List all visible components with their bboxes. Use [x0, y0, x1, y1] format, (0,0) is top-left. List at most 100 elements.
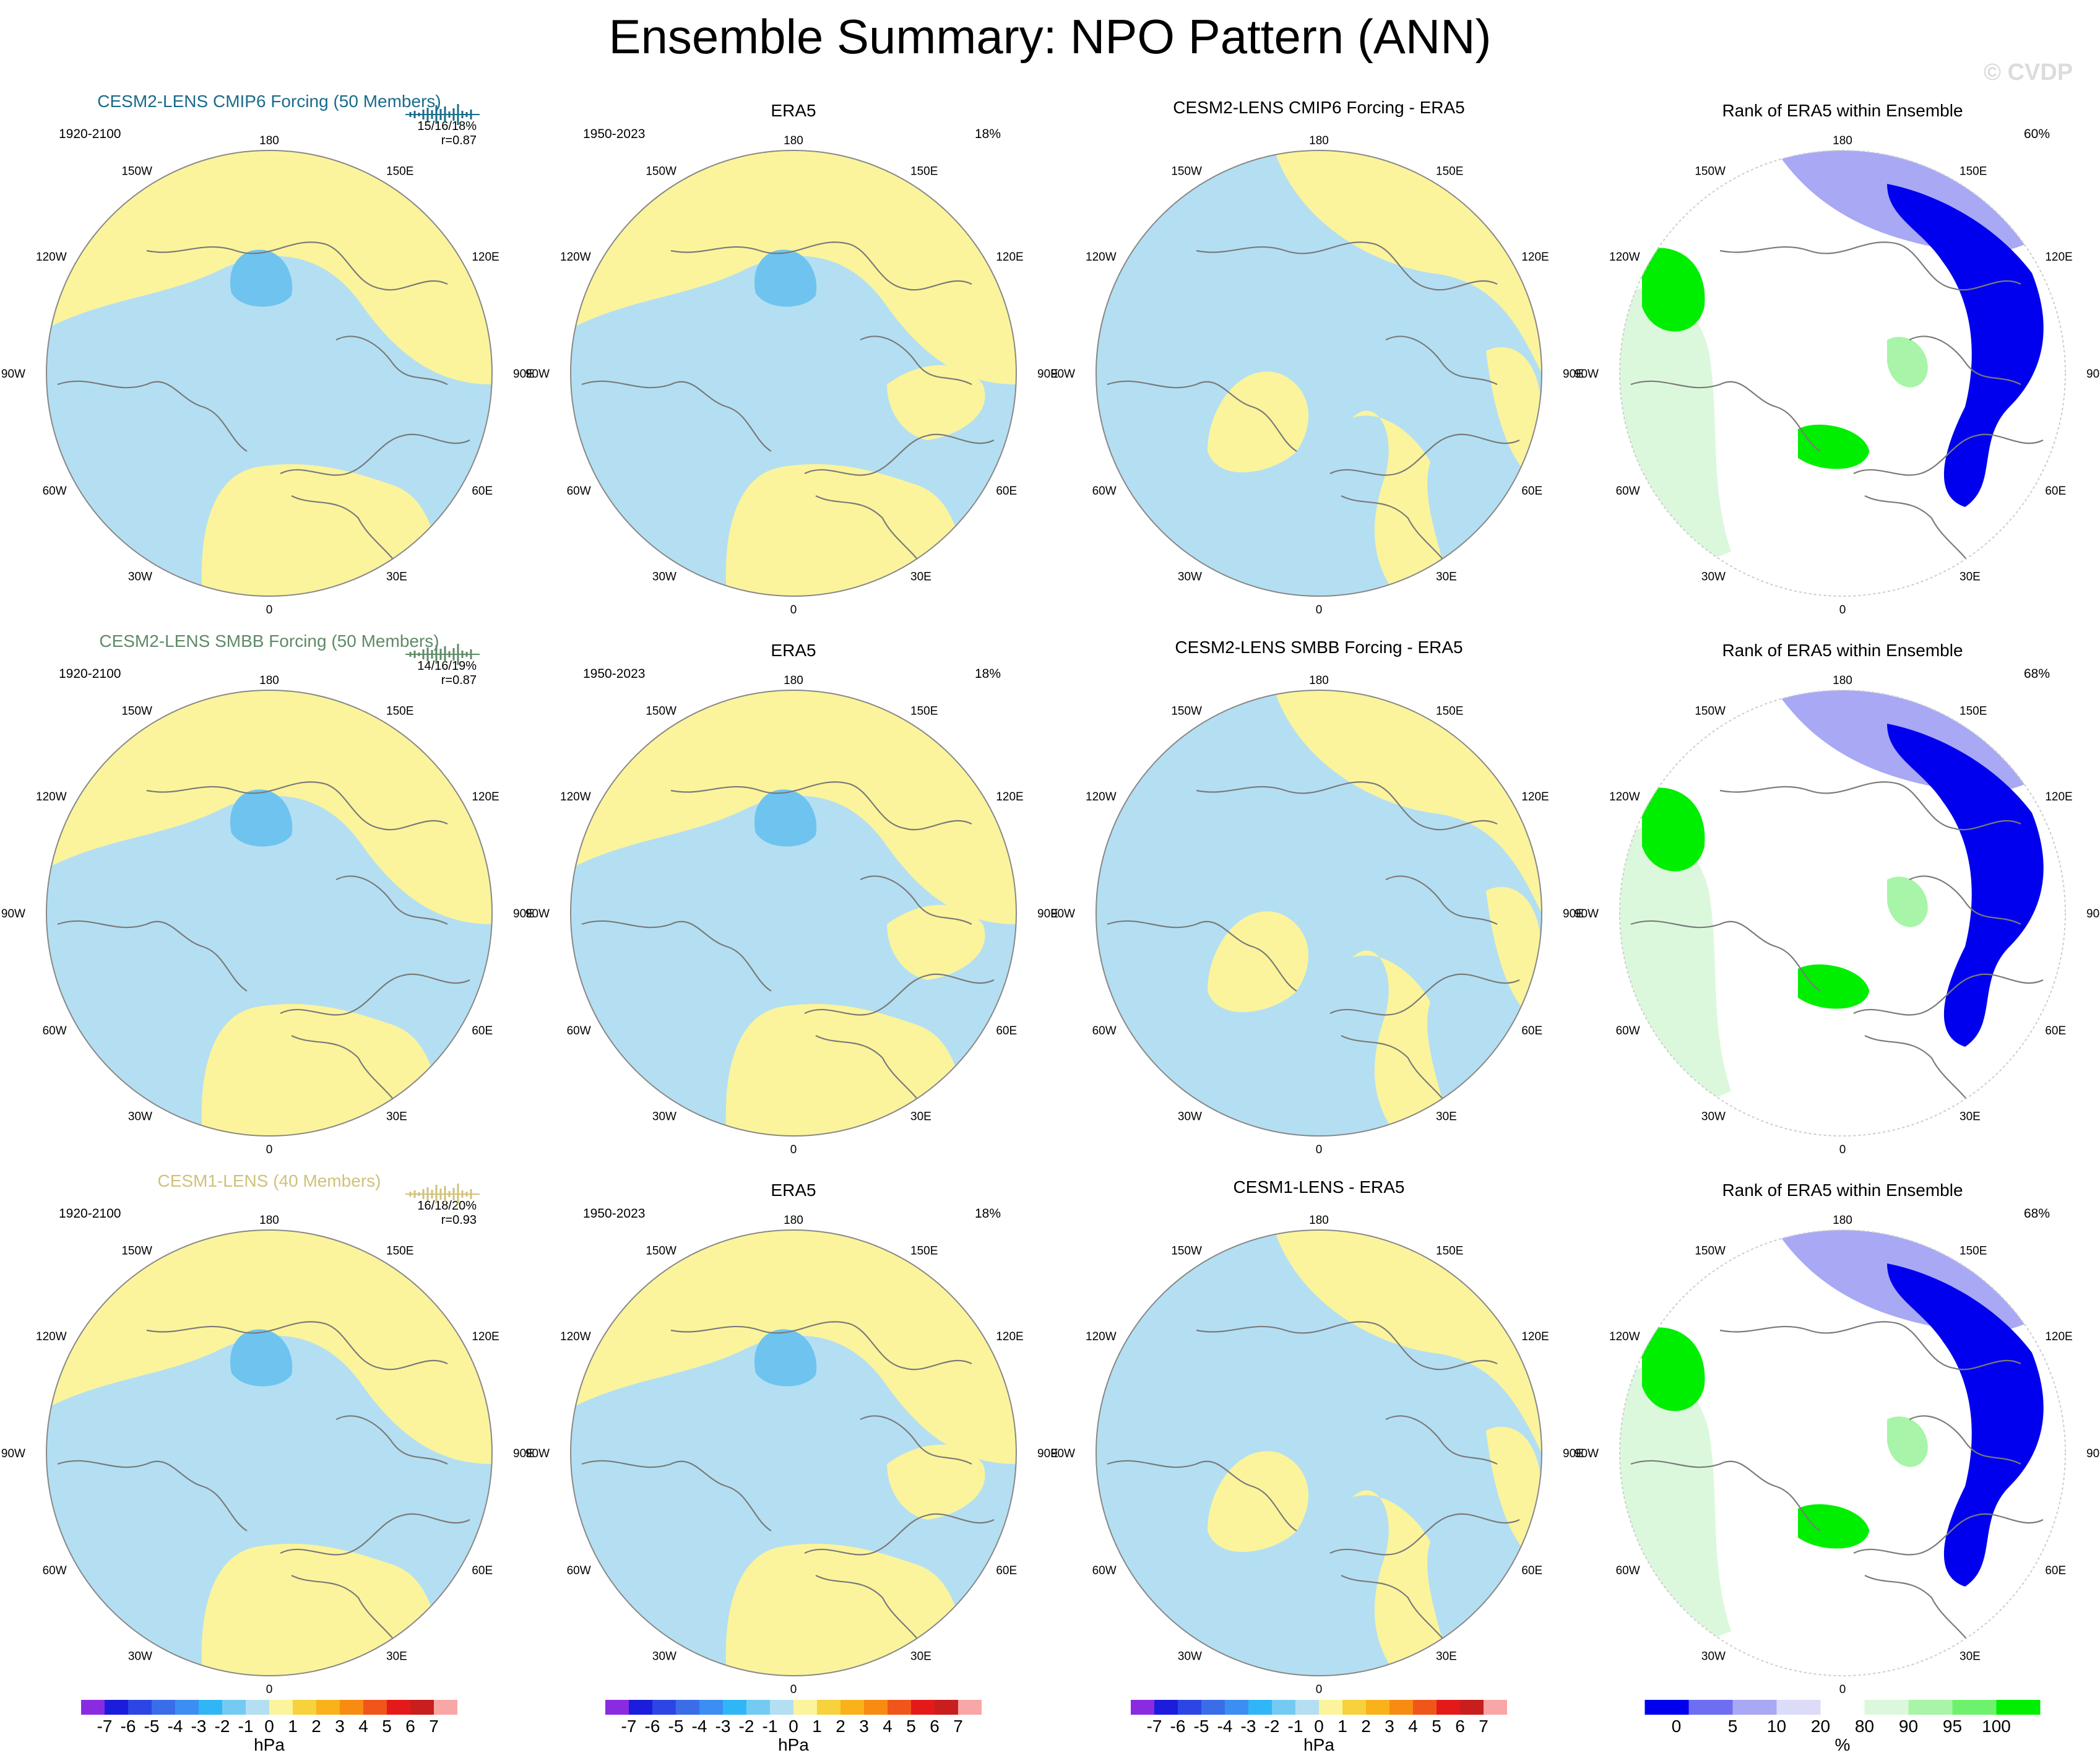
colorbar-swatch	[817, 1700, 840, 1715]
colorbar-tick-label: 2	[311, 1717, 321, 1736]
coastline	[670, 1321, 972, 1371]
map-boundary	[1095, 690, 1542, 1137]
lon-label-60E: 60E	[996, 1024, 1017, 1037]
lon-label-60E: 60E	[2045, 1024, 2066, 1037]
lon-label-60E: 60E	[2045, 485, 2066, 498]
coastline	[670, 781, 972, 831]
coastline	[860, 875, 972, 925]
lon-label-60W: 60W	[567, 1024, 591, 1037]
period-label: 1920-2100	[59, 667, 121, 681]
lon-label-120E: 120E	[1521, 791, 1549, 804]
lon-label-150E: 150E	[910, 1245, 938, 1258]
panel-title-diff: CESM1-LENS - ERA5	[1234, 1177, 1405, 1197]
colorbar-swatch	[81, 1700, 105, 1715]
colorbar-tick-label: -2	[215, 1717, 230, 1736]
positive-region	[1352, 950, 1453, 1136]
coastline	[804, 973, 995, 1016]
colorbar-tick-label: 100	[1982, 1717, 2011, 1736]
colorbar-swatch	[723, 1700, 746, 1715]
colorbar-swatch	[1225, 1700, 1248, 1715]
coastline	[335, 875, 448, 925]
lon-label-120W: 120W	[36, 1330, 67, 1343]
coastline	[291, 495, 404, 574]
lon-label-30E: 30E	[1960, 1110, 1981, 1123]
period-label: 1950-2023	[583, 127, 645, 141]
lon-label-60E: 60E	[1521, 485, 1542, 498]
panel-title-obs: ERA5	[771, 101, 816, 120]
colorbar-tick-label: 6	[930, 1717, 940, 1736]
coastline	[1909, 336, 2021, 385]
member-histogram	[405, 1184, 480, 1205]
colorbar-swatch	[746, 1700, 770, 1715]
colorbar-swatch	[676, 1700, 699, 1715]
coastline	[1329, 973, 1520, 1016]
colorbar-tick-label: -4	[692, 1717, 707, 1736]
negative-core	[230, 249, 293, 307]
colorbar-swatch	[1864, 1700, 1909, 1715]
lon-label-60E: 60E	[996, 1564, 1017, 1577]
lon-label-90W: 90W	[1051, 907, 1075, 920]
positive-region	[571, 150, 1016, 384]
lon-label-bottom: 0	[1316, 1143, 1323, 1156]
coastline	[581, 380, 772, 452]
lon-label-150W: 150W	[1695, 165, 1726, 178]
lon-label-120W: 120W	[560, 791, 591, 804]
polar-map: 180 0 150E 150W 120E 120W 90E 90W 60E 60W 30E 30W	[1051, 674, 1584, 1156]
lon-label-150E: 150E	[1436, 165, 1463, 178]
pattern-correlation: r=0.87	[441, 674, 477, 687]
coastline	[1107, 380, 1297, 452]
coastline	[280, 973, 470, 1016]
colorbar-tick-label: 7	[953, 1717, 963, 1736]
coastline	[1385, 336, 1498, 385]
lon-label-30W: 30W	[1178, 1650, 1202, 1663]
positive-region	[1352, 1490, 1453, 1676]
coastline	[335, 1415, 448, 1465]
positive-region	[46, 150, 492, 384]
lon-label-150W: 150W	[646, 1245, 676, 1258]
colorbar-swatch	[410, 1700, 434, 1715]
lon-label-top: 180	[259, 1214, 279, 1227]
lon-label-top: 180	[784, 1214, 803, 1227]
colorbar-swatch	[935, 1700, 958, 1715]
lon-label-30E: 30E	[1436, 1650, 1457, 1663]
positive-region	[571, 1230, 1016, 1464]
lon-label-30W: 30W	[1178, 570, 1202, 583]
lon-label-60W: 60W	[1616, 1564, 1640, 1577]
lon-label-150W: 150W	[646, 165, 676, 178]
polar-map: 180 0 150E 150W 120E 120W 90E 90W 60E 60W 30E 30W	[525, 1214, 1058, 1696]
map-boundary	[1095, 150, 1542, 597]
colorbar-tick-label: -5	[1194, 1717, 1209, 1736]
map-field	[1096, 690, 1542, 1136]
colorbar-swatch	[1366, 1700, 1389, 1715]
colorbar-unit: hPa	[778, 1735, 809, 1754]
coastline	[57, 1460, 248, 1531]
colorbar-tick-label: 6	[405, 1717, 415, 1736]
rank-region	[1887, 1416, 1928, 1467]
coastline	[1864, 1575, 1977, 1654]
lon-label-60E: 60E	[472, 1024, 493, 1037]
lon-label-top: 180	[784, 134, 803, 147]
colorbar-tick-label: -4	[168, 1717, 183, 1736]
colorbar-tick-label: -1	[238, 1717, 254, 1736]
negative-core	[754, 1329, 817, 1387]
colorbar-unit: hPa	[1303, 1735, 1334, 1754]
lon-label-150E: 150E	[910, 705, 938, 718]
hpa-colorbar: -7 -6 -5 -4 -3 -2 -1 0 1 2 3 4 5 6 7 hPa	[1131, 1700, 1507, 1754]
lon-label-90W: 90W	[525, 1447, 550, 1460]
lon-label-60E: 60E	[1521, 1564, 1542, 1577]
lon-label-90W: 90W	[1, 907, 25, 920]
coastline	[581, 1460, 772, 1531]
lon-label-150E: 150E	[1436, 1245, 1463, 1258]
coastline	[860, 1415, 972, 1465]
coastline	[1853, 433, 2044, 476]
coastline	[1329, 433, 1520, 476]
coastline	[1107, 1460, 1297, 1531]
lon-label-top: 180	[1309, 674, 1329, 687]
lon-label-bottom: 0	[266, 604, 273, 617]
lon-label-120E: 120E	[996, 1330, 1023, 1343]
rank-percent: 60%	[2024, 127, 2050, 141]
lon-label-bottom: 0	[1316, 1683, 1323, 1696]
map-field	[1620, 1230, 2065, 1676]
hpa-colorbar: -7 -6 -5 -4 -3 -2 -1 0 1 2 3 4 5 6 7 hPa	[605, 1700, 982, 1754]
map-boundary	[1619, 1229, 2066, 1676]
